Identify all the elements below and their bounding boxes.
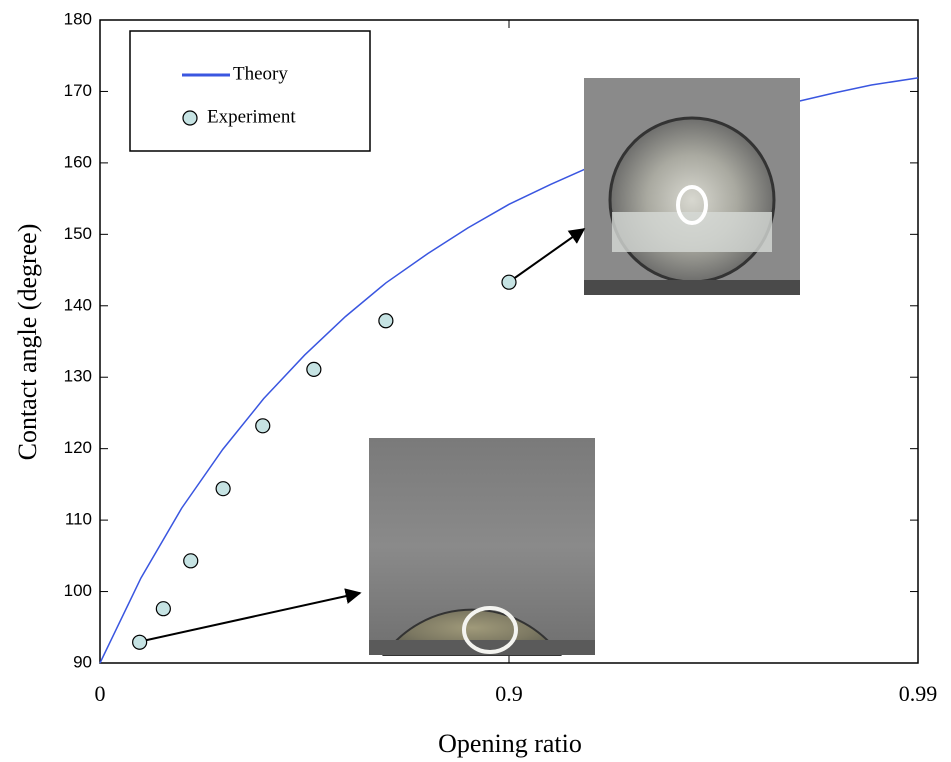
- inset-photo-high: [584, 78, 800, 295]
- overlay: [132, 274, 517, 650]
- experiment-point: [215, 481, 231, 497]
- y-axis-label: Contact angle (degree): [13, 224, 42, 461]
- experiment-point: [132, 634, 148, 650]
- x-tick-label: 0.99: [899, 681, 938, 706]
- legend-box: [129, 30, 371, 152]
- y-tick-label: 90: [73, 652, 92, 671]
- y-tick-label: 180: [64, 9, 92, 28]
- y-tick-label: 160: [64, 152, 92, 171]
- experiment-point: [378, 313, 394, 329]
- inset-photo-low: [369, 438, 595, 656]
- legend-label: Theory: [233, 63, 288, 84]
- y-tick-label: 120: [64, 438, 92, 457]
- arrow: [508, 228, 586, 283]
- x-tick-label: 0.9: [495, 681, 523, 706]
- experiment-point: [306, 361, 322, 377]
- y-tick-label: 100: [64, 581, 92, 600]
- x-axis-label: Opening ratio: [438, 729, 582, 758]
- y-tick-label: 110: [65, 510, 92, 529]
- experiment-point: [183, 553, 199, 569]
- y-tick-label: 170: [64, 81, 92, 100]
- arrow: [137, 588, 362, 643]
- y-tick-label: 150: [64, 224, 92, 243]
- y-tick-label: 140: [64, 295, 92, 314]
- experiment-point: [155, 601, 171, 617]
- experiment-point: [255, 418, 271, 434]
- y-tick-label: 130: [64, 367, 92, 386]
- x-tick-label: 0: [95, 681, 106, 706]
- experiment-point: [501, 274, 517, 290]
- plot-area: 90 100 110 120 130 140 150 160 170 180 0 0.9 0.99: [64, 9, 938, 706]
- legend-swatch: [182, 110, 198, 126]
- legend-label: Experiment: [207, 106, 296, 127]
